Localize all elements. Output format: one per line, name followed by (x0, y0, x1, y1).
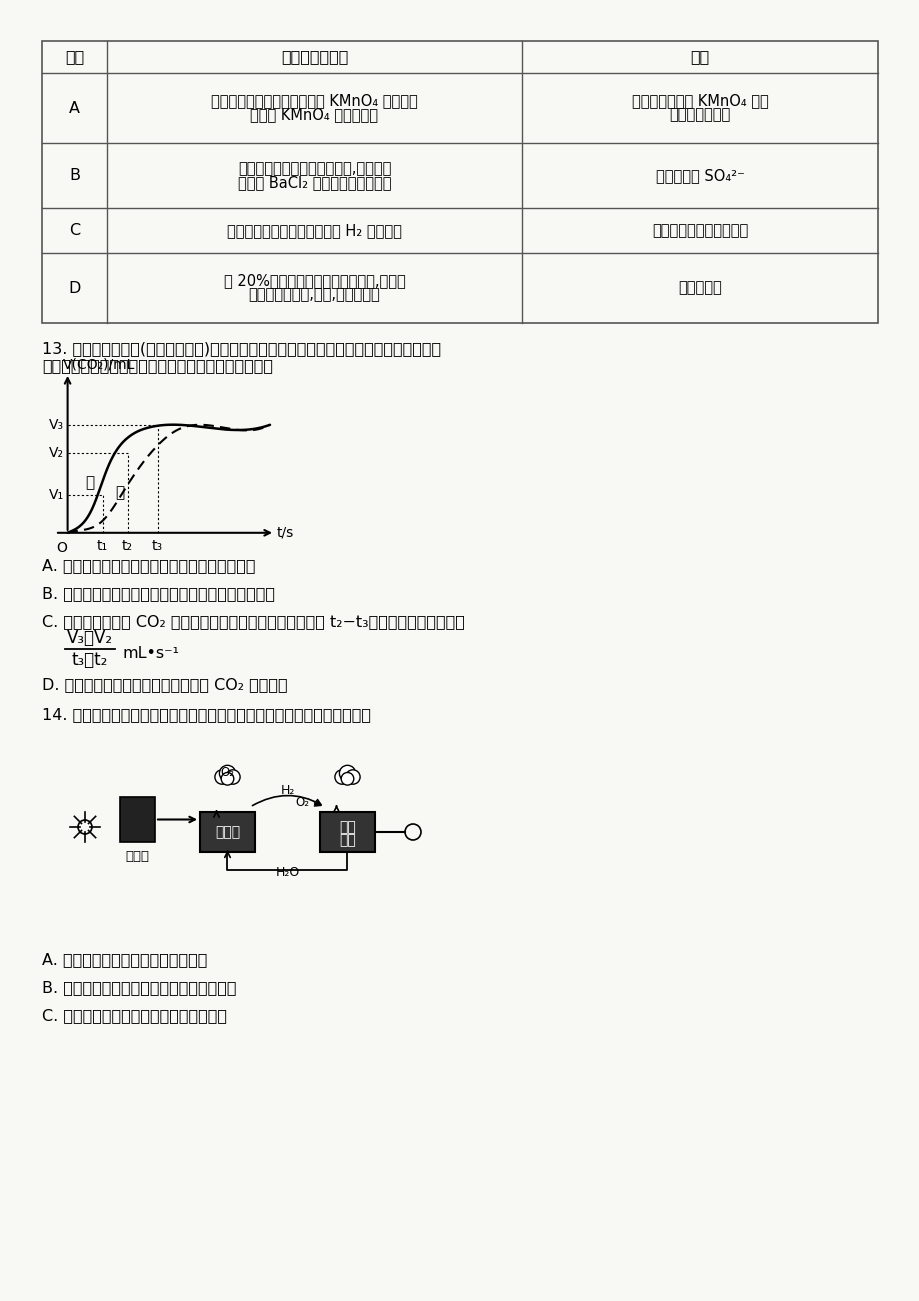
Bar (320, 812, 375, 852)
Text: 电池: 电池 (339, 833, 356, 847)
Text: t₁: t₁ (96, 539, 108, 553)
Text: 太阳能: 太阳能 (125, 850, 149, 863)
Text: 实验操作和现象: 实验操作和现象 (280, 49, 347, 65)
Text: B. 上述过程只涉及太阳能和电能的相互转化: B. 上述过程只涉及太阳能和电能的相互转化 (42, 980, 236, 995)
Text: 定数据得出右图所示的曲线。下列有关说法中正确的是: 定数据得出右图所示的曲线。下列有关说法中正确的是 (42, 358, 273, 373)
Text: V₃－V₂: V₃－V₂ (67, 628, 113, 647)
Text: 13. 为研究不同状态(块状、粉末状)碳酸钙固体与盐酸反应的反应速率，某同学通过实验测: 13. 为研究不同状态(块状、粉末状)碳酸钙固体与盐酸反应的反应速率，某同学通过… (42, 341, 440, 356)
Text: t₃: t₃ (152, 539, 163, 553)
Circle shape (341, 773, 354, 785)
Text: D: D (68, 281, 81, 295)
Text: 原溶液中有 SO₄²⁻: 原溶液中有 SO₄²⁻ (655, 168, 743, 183)
Text: A. 曲线甲表示的是粉末状碳酸钙固体与盐酸反应: A. 曲线甲表示的是粉末状碳酸钙固体与盐酸反应 (42, 558, 255, 572)
Text: C. 若用单位时间内 CO₂ 的体积变化来表示该反应的速率，则 t₂−t₃时间内平均反应速率为: C. 若用单位时间内 CO₂ 的体积变化来表示该反应的速率，则 t₂−t₃时间内… (42, 614, 464, 628)
Text: V₂: V₂ (49, 446, 63, 459)
Text: B. 随着反应进行，盐酸浓度降低，反应速率不断降低: B. 随着反应进行，盐酸浓度降低，反应速率不断降低 (42, 585, 275, 601)
Circle shape (225, 770, 240, 785)
Text: C. 太阳能电池的供电原理与燃料电池相同: C. 太阳能电池的供电原理与燃料电池相同 (42, 1008, 227, 1023)
Text: A. 太阳能、氢能、电能都属于新能源: A. 太阳能、氢能、电能都属于新能源 (42, 952, 207, 967)
Text: V₃: V₃ (49, 418, 63, 432)
Circle shape (219, 765, 235, 782)
Text: 蔗糖未水解: 蔗糖未水解 (677, 281, 721, 295)
Text: 向 20%蔗糖溶液中加入足量稀硫酸,加热；: 向 20%蔗糖溶液中加入足量稀硫酸,加热； (223, 273, 405, 289)
Text: V₁: V₁ (49, 488, 63, 502)
Text: 观察到 KMnO₄ 溶液均褪色: 观察到 KMnO₄ 溶液均褪色 (250, 108, 378, 122)
Text: 分别将乙醇与双氧水滴人酸性 KMnO₄ 溶液中，: 分别将乙醇与双氧水滴人酸性 KMnO₄ 溶液中， (210, 94, 417, 108)
Text: B: B (69, 168, 80, 183)
Text: 甲: 甲 (85, 475, 94, 490)
Circle shape (346, 770, 359, 785)
Text: 向某溶液中先加人足量稀盐酸,无现象；: 向某溶液中先加人足量稀盐酸,无现象； (237, 161, 391, 176)
Bar (199, 812, 255, 852)
Text: C: C (69, 222, 80, 238)
Text: 燃料: 燃料 (339, 820, 356, 834)
Text: t/s: t/s (277, 526, 294, 540)
Text: D. 两次实验，粉末状固体最终生成的 CO₂ 的量更多: D. 两次实验，粉末状固体最终生成的 CO₂ 的量更多 (42, 677, 288, 692)
Text: 结论: 结论 (689, 49, 709, 65)
Text: 实验室用粗锌与稀盐酸反应制 H₂ 比纯锌快: 实验室用粗锌与稀盐酸反应制 H₂ 比纯锌快 (227, 222, 402, 238)
Circle shape (215, 770, 229, 785)
Text: t₃－t₂: t₃－t₂ (72, 650, 108, 669)
Text: O: O (56, 541, 67, 554)
Circle shape (221, 773, 233, 785)
Circle shape (335, 770, 349, 785)
Text: 选项: 选项 (65, 49, 84, 65)
Circle shape (339, 765, 356, 782)
Text: mL•s⁻¹: mL•s⁻¹ (123, 645, 180, 661)
Text: 再加入银氨溶液,加热,未出现银镜: 再加入银氨溶液,加热,未出现银镜 (248, 288, 380, 303)
Text: 褪色的原理相同: 褪色的原理相同 (669, 108, 730, 122)
Text: 粗锌与稀盐酸构成原电池: 粗锌与稀盐酸构成原电池 (652, 222, 747, 238)
Text: 两种物质使酸性 KMnO₄ 溶液: 两种物质使酸性 KMnO₄ 溶液 (631, 94, 767, 108)
Text: 再加人 BaCl₂ 溶液有白色沉淀产生: 再加人 BaCl₂ 溶液有白色沉淀产生 (237, 176, 391, 190)
Text: H₂: H₂ (280, 783, 294, 796)
Text: O₂: O₂ (295, 795, 309, 808)
Text: H₂O: H₂O (275, 865, 300, 878)
Bar (119, 798, 154, 842)
Text: V(CO₂)/mL: V(CO₂)/mL (62, 356, 135, 371)
Text: A: A (69, 100, 80, 116)
Text: O₂: O₂ (221, 765, 234, 778)
Text: 14. 右图是一种借助太阳能进行氢能的生产和利用方法，下列说法正确的是: 14. 右图是一种借助太阳能进行氢能的生产和利用方法，下列说法正确的是 (42, 706, 370, 722)
Text: t₂: t₂ (122, 539, 133, 553)
Text: 乙: 乙 (115, 485, 124, 501)
Text: 电解池: 电解池 (215, 825, 240, 839)
Bar (42, 42, 877, 323)
